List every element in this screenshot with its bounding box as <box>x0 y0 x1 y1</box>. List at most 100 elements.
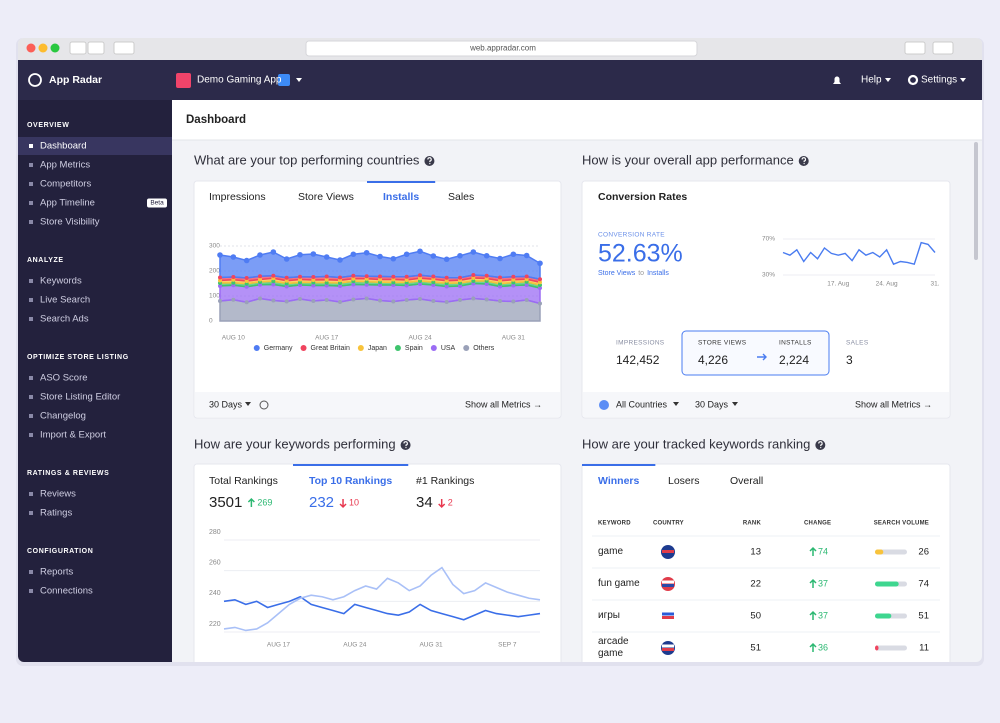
x-tick-label: AUG 10 <box>222 335 246 342</box>
volume-track <box>875 549 907 555</box>
bell[interactable] <box>833 76 841 85</box>
point <box>457 252 463 259</box>
point <box>323 254 330 260</box>
sidebar-button[interactable] <box>113 41 135 55</box>
bullet <box>29 317 33 321</box>
column-header: COUNTRY <box>653 521 684 527</box>
nav-item[interactable]: Changelog <box>40 411 86 422</box>
card <box>581 463 951 662</box>
point <box>511 274 516 279</box>
close-button[interactable] <box>26 43 36 53</box>
maximize-button[interactable] <box>50 43 60 53</box>
help-menu[interactable]: Help <box>861 75 882 86</box>
nav-item[interactable]: Keywords <box>40 276 82 287</box>
keyword: игры <box>598 610 620 621</box>
point <box>284 275 289 280</box>
help-dot <box>803 163 805 165</box>
legend-swatch <box>300 345 307 351</box>
gear[interactable] <box>907 74 919 86</box>
nav-item[interactable]: App Metrics <box>40 160 90 171</box>
metric-value: 142,452 <box>616 353 660 367</box>
nav-item[interactable]: Store Visibility <box>40 217 100 228</box>
point <box>350 251 357 258</box>
point <box>524 283 529 287</box>
period-select[interactable]: 30 Days <box>695 399 729 409</box>
help-icon[interactable] <box>259 400 269 410</box>
y-tick-label: 30% <box>762 272 775 279</box>
nav-item[interactable]: Dashboard <box>40 141 86 152</box>
nav-item[interactable]: Search Ads <box>40 314 89 325</box>
tab-change: 269 <box>257 497 272 507</box>
country-select[interactable]: All Countries <box>616 399 668 409</box>
share-button[interactable] <box>904 41 926 55</box>
point <box>324 280 329 285</box>
minimize-button[interactable] <box>38 43 48 53</box>
app-selector[interactable]: Demo Gaming App <box>197 75 282 86</box>
forward-button[interactable] <box>87 41 105 55</box>
link[interactable]: Show all Metrics → <box>465 399 542 409</box>
link[interactable]: Show all Metrics → <box>855 399 932 409</box>
tab[interactable]: Sales <box>448 191 474 203</box>
scrollbar[interactable] <box>974 142 978 260</box>
y-tick-label: 300 <box>209 243 220 250</box>
point <box>391 277 396 282</box>
point <box>364 274 369 279</box>
point <box>244 281 249 286</box>
point <box>270 249 277 255</box>
tabs-button[interactable] <box>932 41 954 55</box>
period-select[interactable]: 30 Days <box>209 399 243 409</box>
tab[interactable]: #1 Rankings <box>416 475 474 487</box>
nav-item[interactable]: Import & Export <box>40 430 106 441</box>
tab[interactable]: Losers <box>668 475 700 487</box>
caret[interactable] <box>673 402 679 406</box>
nav-item[interactable]: Ratings <box>40 508 72 519</box>
tab[interactable]: Installs <box>383 191 419 203</box>
tab[interactable]: Overall <box>730 475 763 487</box>
point <box>511 299 516 304</box>
tab[interactable]: Top 10 Rankings <box>309 475 392 487</box>
caret[interactable] <box>732 402 738 406</box>
x-tick-label: 17. Aug <box>827 281 849 288</box>
settings-menu[interactable]: Settings <box>921 75 957 86</box>
point <box>310 251 317 257</box>
caret[interactable] <box>245 402 251 406</box>
y-tick-label: 280 <box>209 529 221 536</box>
app-icon <box>176 73 191 88</box>
point <box>311 275 316 279</box>
caret[interactable] <box>960 78 966 82</box>
point <box>418 279 422 283</box>
point <box>458 298 462 302</box>
help-dot <box>405 447 407 449</box>
card-footer <box>195 392 560 417</box>
nav-item[interactable]: Store Listing Editor <box>40 392 120 403</box>
back-button[interactable] <box>69 41 87 55</box>
point <box>351 273 356 278</box>
point <box>431 280 436 285</box>
tab[interactable]: Impressions <box>209 191 266 203</box>
legend-label: Japan <box>368 345 387 352</box>
tab[interactable]: Store Views <box>298 191 354 203</box>
nav-item[interactable]: Reports <box>40 567 74 578</box>
point <box>484 297 489 302</box>
point <box>298 280 302 285</box>
point <box>218 299 222 303</box>
point <box>284 278 289 283</box>
nav-item[interactable]: Connections <box>40 586 93 597</box>
flag-stripe <box>662 648 674 651</box>
url-bar[interactable] <box>305 40 698 57</box>
nav-item[interactable]: ASO Score <box>40 373 88 384</box>
nav-item[interactable]: Reviews <box>40 489 76 500</box>
caret[interactable] <box>885 78 891 82</box>
legend-label: Germany <box>264 345 293 352</box>
section-heading: What are your top performing countries <box>194 152 420 167</box>
nav-item[interactable]: App Timeline <box>40 198 95 209</box>
flag-stripe <box>662 550 674 553</box>
point <box>430 253 437 259</box>
tab[interactable]: Total Rankings <box>209 475 278 487</box>
nav-item[interactable]: Live Search <box>40 295 90 306</box>
tab[interactable]: Winners <box>598 475 639 487</box>
nav-item[interactable]: Competitors <box>40 179 91 190</box>
caret[interactable] <box>296 78 302 82</box>
